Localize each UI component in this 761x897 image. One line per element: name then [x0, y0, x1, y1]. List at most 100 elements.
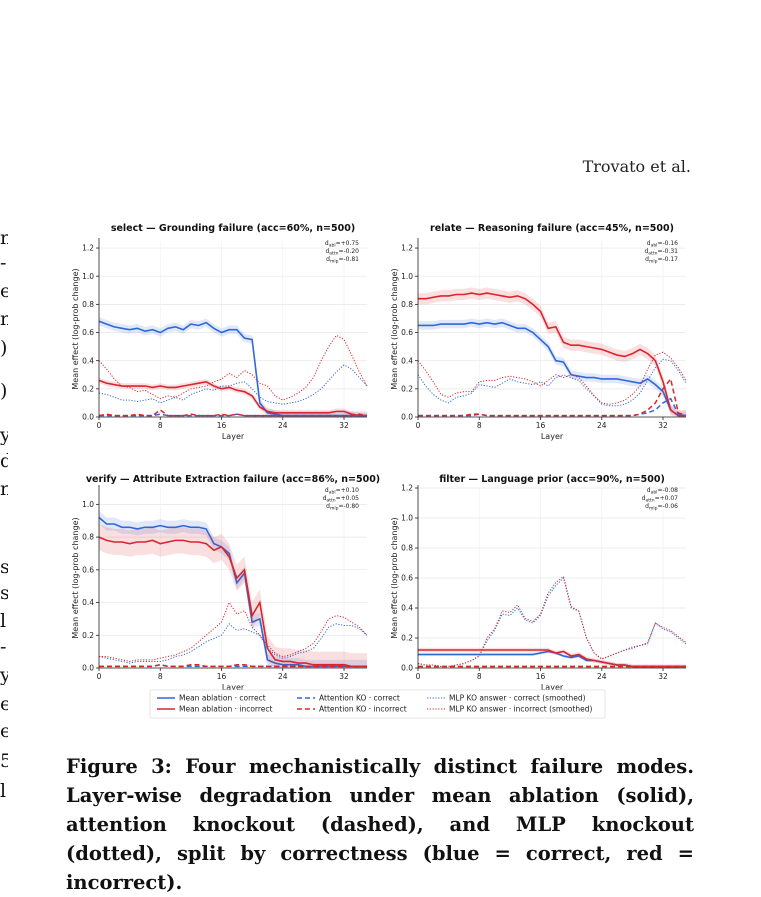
y-tick-label: 0.0	[401, 413, 413, 422]
stat-annotation: dabl=+0.75	[325, 240, 359, 249]
left-text-fragment: 5	[0, 751, 8, 771]
y-tick-label: 0.8	[401, 300, 413, 309]
x-tick-label: 16	[217, 672, 227, 681]
y-axis-label: Mean effect (log-prob change)	[71, 517, 80, 638]
y-tick-label: 1.2	[401, 244, 413, 253]
stat-annotation: dattn=-0.31	[644, 248, 678, 257]
y-tick-label: 0.0	[82, 664, 94, 673]
x-tick-label: 0	[416, 672, 421, 681]
y-tick-label: 0.0	[401, 664, 413, 673]
y-tick-label: 0.8	[401, 544, 413, 553]
running-header: Trovato et al.	[582, 157, 691, 176]
left-text-fragment: n	[0, 309, 8, 329]
stat-annotation: dmlp=-0.80	[326, 503, 359, 512]
left-text-fragment: -	[0, 637, 7, 657]
legend-label: Attention KO · incorrect	[319, 705, 407, 714]
x-tick-label: 24	[278, 672, 288, 681]
chart-title: verify — Attribute Extraction failure (a…	[86, 474, 380, 485]
y-tick-label: 0.4	[82, 598, 94, 607]
chart-panel: 0 8 16 24 32 0.0 0.2 0.4 0.6 0.8 1.0 1.2 select — Gr…	[71, 223, 368, 441]
left-text-fragment: y	[0, 665, 8, 685]
left-text-fragment: ).	[0, 338, 8, 358]
chart-title: filter — Language prior (acc=90%, n=500)	[439, 474, 665, 485]
y-tick-label: 0.6	[82, 328, 94, 337]
y-tick-label: 1.0	[82, 272, 94, 281]
y-tick-label: 1.2	[401, 484, 413, 493]
series-line-incorrect-solid	[418, 649, 686, 668]
y-tick-label: 0.6	[401, 574, 413, 583]
series-line-incorrect-solid	[418, 292, 686, 417]
y-axis-label: Mean effect (log-prob change)	[71, 268, 80, 389]
legend-box	[149, 689, 606, 719]
figure-3: 0 8 16 24 32 0.0 0.2 0.4 0.6 0.8 1.0 1.2 select — Gr…	[71, 223, 687, 719]
left-text-fragment: d	[0, 451, 8, 471]
series-line-incorrect-solid	[98, 536, 367, 668]
chart-title: select — Grounding failure (acc=60%, n=5…	[111, 223, 355, 234]
x-tick-label: 16	[217, 421, 227, 430]
left-text-fragment: y	[0, 425, 8, 445]
stat-annotation: dmlp=-0.06	[645, 503, 678, 512]
y-tick-label: 0.4	[401, 356, 413, 365]
confidence-band	[418, 287, 686, 417]
series-line-incorrect-dotted	[417, 351, 687, 405]
y-tick-label: 1.0	[401, 514, 413, 523]
left-text-fragment: )	[0, 381, 8, 401]
confidence-band	[99, 377, 367, 417]
series-line-incorrect-dashed	[418, 377, 687, 417]
x-tick-label: 8	[477, 421, 482, 430]
series-line-incorrect-solid	[98, 379, 367, 417]
y-tick-label: 0.8	[82, 300, 94, 309]
y-tick-label: 1.0	[82, 500, 94, 509]
series-line-correct-solid	[418, 321, 686, 417]
legend: Mean ablation · correct Attention KO · co…	[149, 689, 606, 719]
confidence-band	[418, 647, 686, 668]
y-tick-label: 0.6	[401, 328, 413, 337]
y-tick-label: 0.2	[82, 631, 94, 640]
series-line-incorrect-dashed	[98, 409, 368, 417]
x-tick-label: 16	[536, 421, 546, 430]
x-tick-label: 24	[597, 421, 607, 430]
series-line-correct-dotted	[417, 358, 687, 407]
x-tick-label: 24	[597, 672, 607, 681]
y-tick-label: 0.4	[401, 604, 413, 613]
y-tick-label: 1.0	[401, 272, 413, 281]
x-axis-label: Layer	[541, 432, 564, 441]
chart-title: relate — Reasoning failure (acc=45%, n=5…	[430, 223, 674, 234]
x-axis-label: Layer	[222, 683, 245, 692]
x-tick-label: 8	[158, 421, 163, 430]
series-line-correct-dashed	[99, 413, 367, 417]
x-tick-label: 0	[97, 421, 102, 430]
series-line-incorrect-dotted	[417, 575, 687, 667]
series-line-incorrect-dotted	[99, 601, 368, 662]
left-text-fragment: -	[0, 253, 7, 273]
y-tick-label: 0.0	[82, 413, 94, 422]
series-line-incorrect-dotted	[98, 334, 368, 401]
chart-panel: 0 8 16 24 32 0.0 0.2 0.4 0.6 0.8 1.0 1.2 relate — Re…	[390, 223, 687, 441]
y-axis-label: Mean effect (log-prob change)	[390, 517, 399, 638]
stat-annotation: dabl=-0.08	[647, 487, 678, 496]
x-tick-label: 32	[339, 421, 349, 430]
stat-annotation: dmlp=-0.17	[645, 256, 678, 265]
left-text-fragment: n	[0, 228, 8, 248]
y-tick-label: 0.2	[401, 384, 413, 393]
stat-annotation: dabl=+0.10	[325, 487, 359, 496]
figure-caption: Figure 3: Four mechanistically distinct …	[66, 755, 694, 894]
y-tick-label: 0.2	[82, 384, 94, 393]
stat-annotation: dattn=+0.07	[642, 495, 679, 504]
series-line-correct-dotted	[98, 623, 368, 664]
left-text-fragment: e	[0, 694, 8, 714]
left-text-fragment: e	[0, 721, 8, 741]
left-text-fragment: s	[0, 557, 8, 577]
stat-annotation: dabl=-0.16	[647, 240, 678, 249]
left-text-fragment: n	[0, 479, 8, 499]
legend-label: Mean ablation · incorrect	[179, 705, 273, 714]
x-tick-label: 0	[416, 421, 421, 430]
x-tick-label: 32	[658, 421, 668, 430]
x-tick-label: 0	[97, 672, 102, 681]
y-tick-label: 0.2	[401, 634, 413, 643]
series-line-correct-dotted	[98, 364, 368, 405]
left-text-fragment: e	[0, 281, 8, 301]
confidence-band	[418, 318, 686, 417]
y-axis-label: Mean effect (log-prob change)	[390, 268, 399, 389]
legend-label: MLP KO answer · correct (smoothed)	[449, 694, 586, 703]
